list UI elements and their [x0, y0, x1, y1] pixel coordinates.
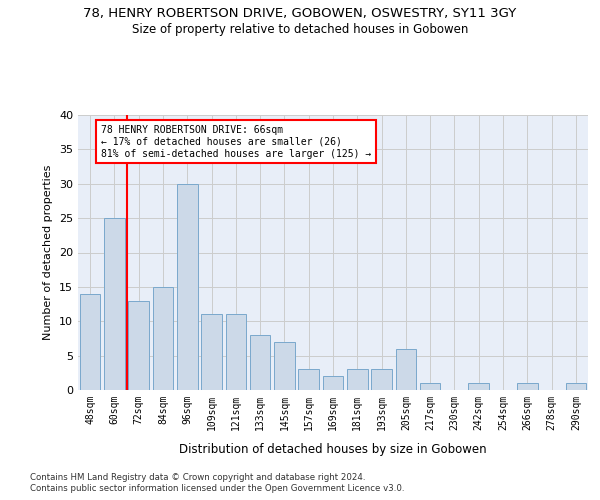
Text: Contains public sector information licensed under the Open Government Licence v3: Contains public sector information licen…	[30, 484, 404, 493]
Bar	[566, 383, 586, 390]
Bar	[347, 370, 368, 390]
Bar	[298, 370, 319, 390]
Bar	[274, 342, 295, 390]
Bar	[104, 218, 125, 390]
Bar	[395, 349, 416, 390]
Text: 78 HENRY ROBERTSON DRIVE: 66sqm
← 17% of detached houses are smaller (26)
81% of: 78 HENRY ROBERTSON DRIVE: 66sqm ← 17% of…	[101, 126, 371, 158]
Bar	[371, 370, 392, 390]
Bar	[323, 376, 343, 390]
Bar	[128, 300, 149, 390]
Bar	[250, 335, 271, 390]
Y-axis label: Number of detached properties: Number of detached properties	[43, 165, 53, 340]
Bar	[420, 383, 440, 390]
Bar	[226, 314, 246, 390]
Text: Contains HM Land Registry data © Crown copyright and database right 2024.: Contains HM Land Registry data © Crown c…	[30, 472, 365, 482]
Bar	[80, 294, 100, 390]
Bar	[469, 383, 489, 390]
Bar	[201, 314, 222, 390]
Text: Distribution of detached houses by size in Gobowen: Distribution of detached houses by size …	[179, 442, 487, 456]
Bar	[517, 383, 538, 390]
Text: 78, HENRY ROBERTSON DRIVE, GOBOWEN, OSWESTRY, SY11 3GY: 78, HENRY ROBERTSON DRIVE, GOBOWEN, OSWE…	[83, 8, 517, 20]
Bar	[177, 184, 197, 390]
Text: Size of property relative to detached houses in Gobowen: Size of property relative to detached ho…	[132, 22, 468, 36]
Bar	[152, 287, 173, 390]
